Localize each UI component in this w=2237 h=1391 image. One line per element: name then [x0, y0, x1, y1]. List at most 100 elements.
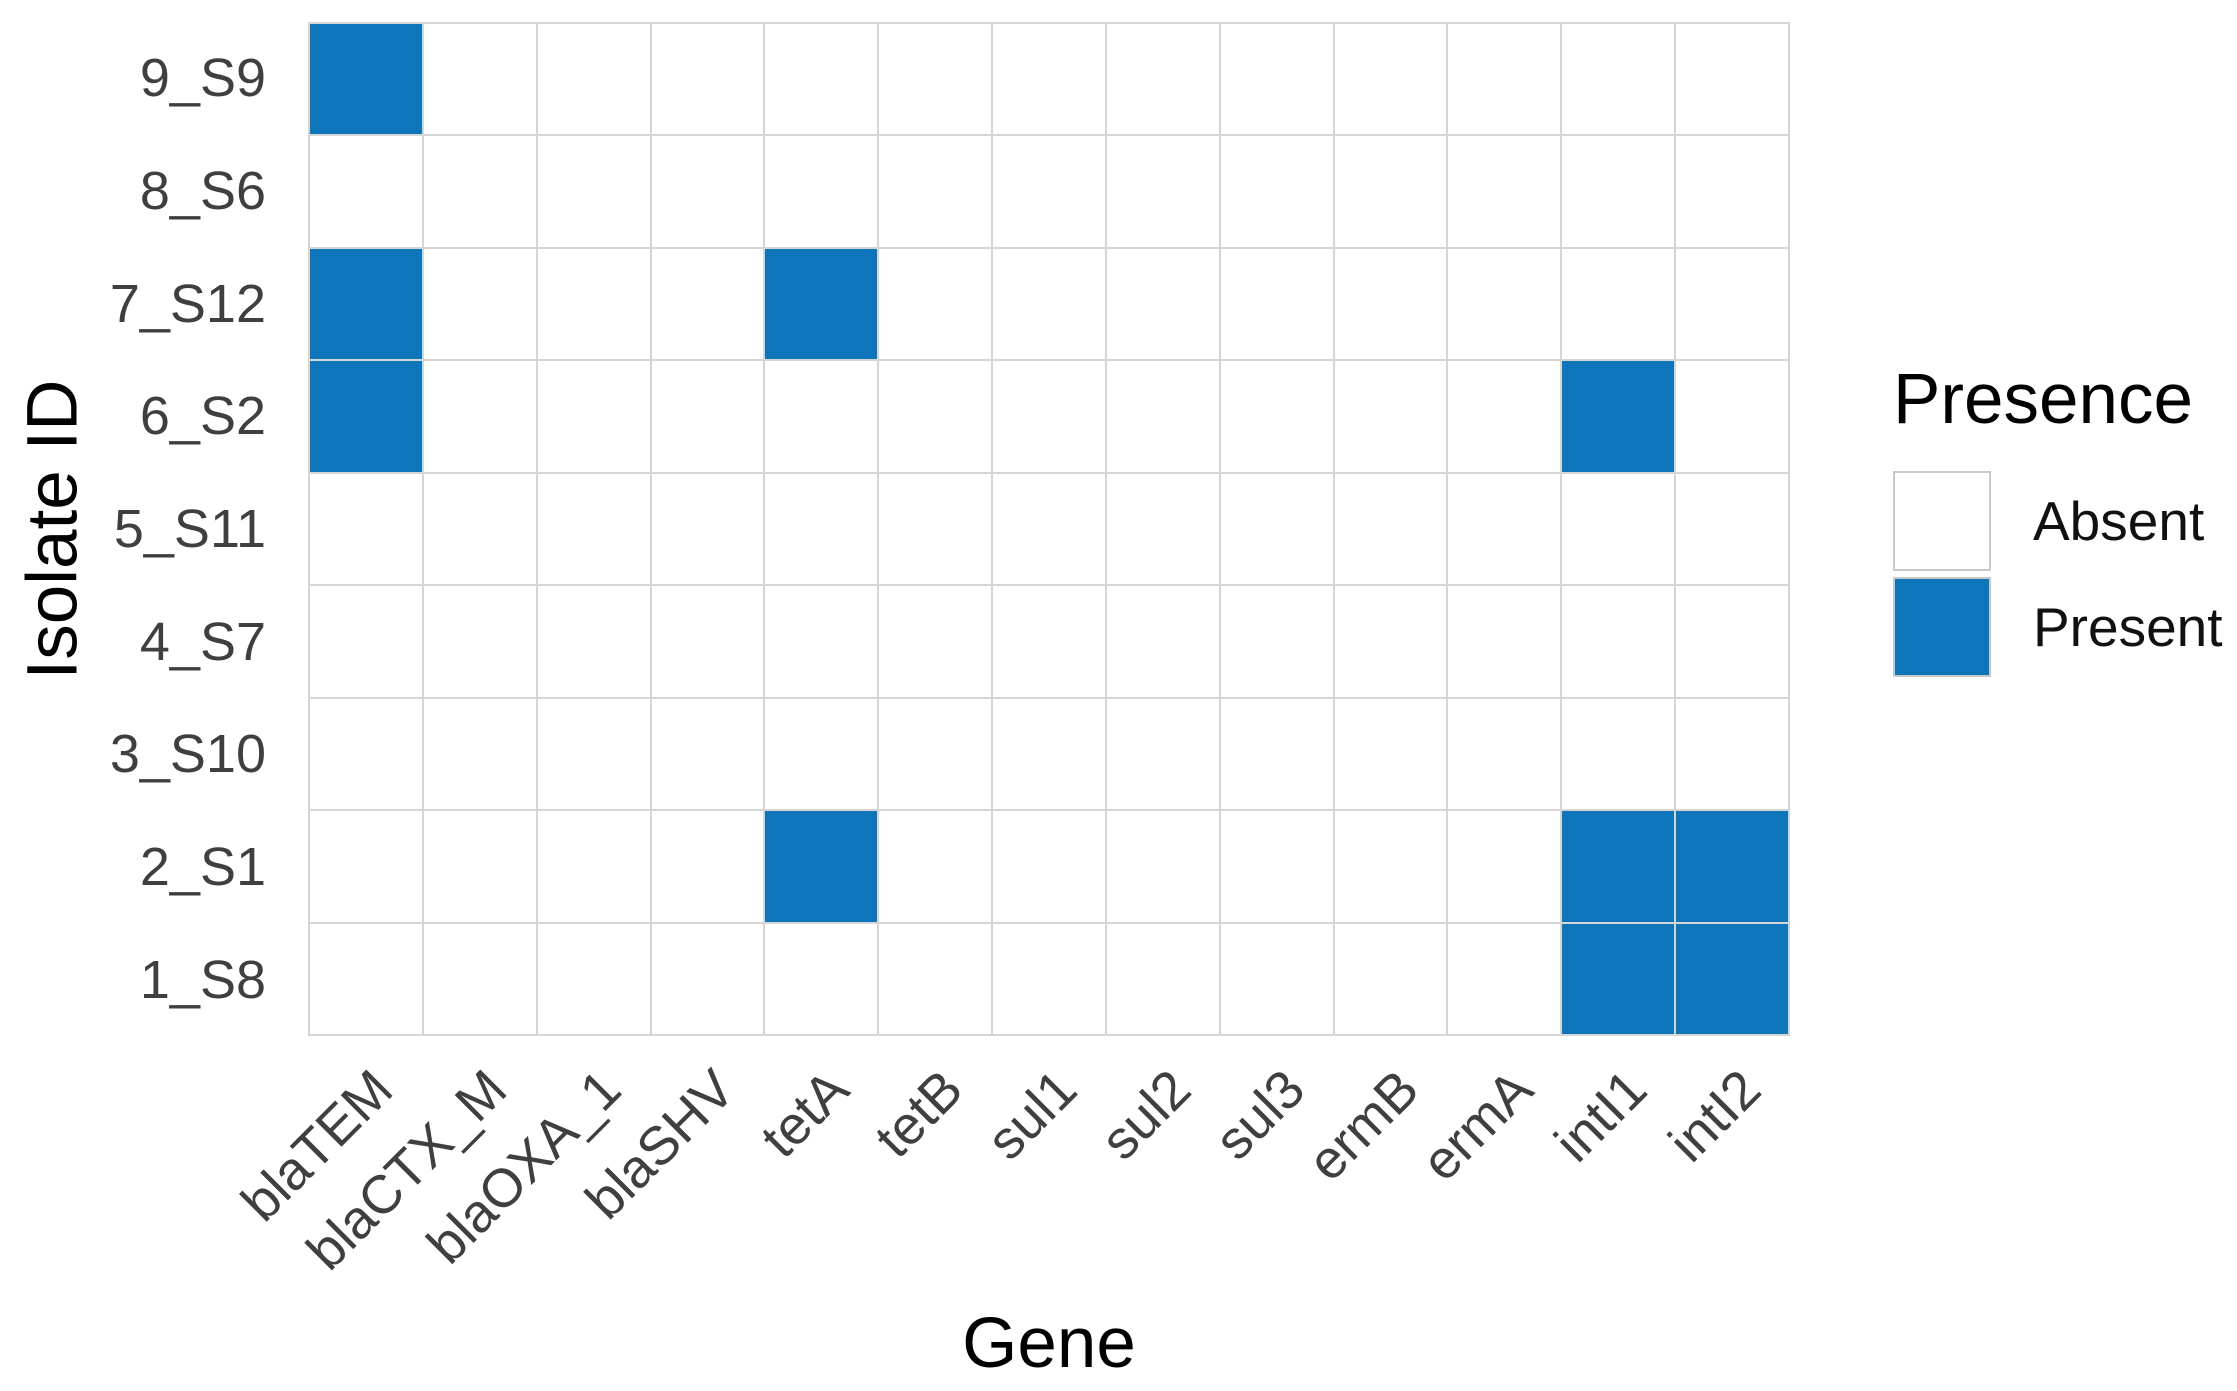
x-tick-label-intI2: intI2	[1657, 1058, 1773, 1174]
heatmap-cell-8_S6-blaCTX_M	[423, 136, 536, 247]
heatmap-cell-4_S7-tetA	[765, 586, 878, 697]
heatmap-cell-8_S6-tetB	[879, 136, 992, 247]
heatmap-cell-3_S10-tetA	[765, 698, 878, 810]
heatmap-cell-5_S11-blaTEM	[310, 473, 422, 585]
heatmap-cell-8_S6-sul1	[993, 136, 1105, 247]
heatmap-cell-3_S10-sul1	[993, 698, 1105, 810]
x-tick-label-tetA: tetA	[749, 1058, 861, 1170]
heatmap-cell-3_S10-sul2	[1106, 698, 1219, 810]
heatmap-cell-3_S10-sul3	[1220, 698, 1333, 810]
heatmap-cell-6_S2-sul3	[1220, 361, 1333, 472]
heatmap-cell-8_S6-ermB	[1334, 136, 1447, 247]
x-tick-label-tetB: tetB	[863, 1058, 975, 1170]
heatmap-cell-5_S11-sul3	[1220, 473, 1333, 585]
heatmap-cell-7_S12-blaOXA_1	[537, 248, 650, 360]
heatmap-cell-8_S6-intI2	[1676, 136, 1788, 247]
y-axis-title-box: Isolate ID	[6, 22, 100, 1036]
heatmap-cell-2_S1-blaOXA_1	[537, 811, 650, 922]
heatmap-cell-4_S7-blaSHV	[651, 586, 764, 697]
heatmap-cell-7_S12-ermB	[1334, 248, 1447, 360]
heatmap-cell-9_S9-tetB	[879, 24, 992, 135]
heatmap-cell-8_S6-intI1	[1562, 136, 1675, 247]
heatmap-cell-1_S8-blaCTX_M	[423, 923, 536, 1034]
heatmap-cell-5_S11-ermB	[1334, 473, 1447, 585]
heatmap-cell-7_S12-sul2	[1106, 248, 1219, 360]
heatmap-cell-6_S2-intI1	[1562, 361, 1675, 472]
heatmap-cell-8_S6-ermA	[1448, 136, 1561, 247]
heatmap-cell-2_S1-sul3	[1220, 811, 1333, 922]
heatmap-cell-2_S1-sul1	[993, 811, 1105, 922]
heatmap-cell-1_S8-blaSHV	[651, 923, 764, 1034]
heatmap-cell-6_S2-sul1	[993, 361, 1105, 472]
heatmap-cell-3_S10-blaSHV	[651, 698, 764, 810]
heatmap-cell-3_S10-intI1	[1562, 698, 1675, 810]
heatmap-cell-5_S11-intI1	[1562, 473, 1675, 585]
x-axis-title: Gene	[962, 1304, 1136, 1383]
y-tick-label-8_S6: 8_S6	[139, 161, 266, 221]
x-tick-label-intI1: intI1	[1543, 1058, 1659, 1174]
heatmap-cell-7_S12-blaSHV	[651, 248, 764, 360]
y-tick-label-4_S7: 4_S7	[139, 611, 266, 672]
heatmap-cell-6_S2-blaTEM	[310, 361, 422, 472]
heatmap-cell-7_S12-blaCTX_M	[423, 248, 536, 360]
heatmap-cell-2_S1-tetB	[879, 811, 992, 922]
heatmap-cell-4_S7-blaOXA_1	[537, 586, 650, 697]
heatmap-cell-1_S8-intI1	[1562, 923, 1675, 1034]
legend-swatch-present	[1893, 577, 1991, 677]
heatmap-cell-9_S9-intI2	[1676, 24, 1788, 135]
heatmap-cell-9_S9-blaSHV	[651, 24, 764, 135]
heatmap-cell-5_S11-tetB	[879, 473, 992, 585]
heatmap-cell-1_S8-sul1	[993, 923, 1105, 1034]
heatmap-cell-1_S8-blaOXA_1	[537, 923, 650, 1034]
heatmap-cell-2_S1-blaCTX_M	[423, 811, 536, 922]
heatmap-cell-7_S12-sul3	[1220, 248, 1333, 360]
heatmap-cell-5_S11-blaOXA_1	[537, 473, 650, 585]
heatmap-cell-8_S6-blaTEM	[310, 136, 422, 247]
heatmap-cell-4_S7-blaCTX_M	[423, 586, 536, 697]
heatmap-cell-9_S9-ermB	[1334, 24, 1447, 135]
heatmap-cell-7_S12-tetB	[879, 248, 992, 360]
heatmap-cell-9_S9-intI1	[1562, 24, 1675, 135]
heatmap-cell-3_S10-tetB	[879, 698, 992, 810]
heatmap-cell-5_S11-blaCTX_M	[423, 473, 536, 585]
heatmap-cell-4_S7-intI2	[1676, 586, 1788, 697]
heatmap-cell-2_S1-ermB	[1334, 811, 1447, 922]
y-tick-label-6_S2: 6_S2	[139, 386, 266, 447]
heatmap-cell-3_S10-blaTEM	[310, 698, 422, 810]
x-tick-label-ermA: ermA	[1410, 1058, 1545, 1193]
heatmap-cell-3_S10-blaCTX_M	[423, 698, 536, 810]
heatmap-cell-3_S10-blaOXA_1	[537, 698, 650, 810]
x-tick-label-sul1: sul1	[975, 1058, 1089, 1172]
legend: Presence Absent Present	[1893, 364, 2223, 677]
legend-label-absent: Absent	[2033, 490, 2205, 552]
heatmap-cell-6_S2-tetA	[765, 361, 878, 472]
heatmap-cell-1_S8-tetB	[879, 923, 992, 1034]
y-tick-label-1_S8: 1_S8	[139, 949, 266, 1010]
x-tick-label-sul2: sul2	[1089, 1058, 1203, 1172]
x-tick-label-ermB: ermB	[1296, 1058, 1431, 1193]
heatmap-cell-2_S1-intI2	[1676, 811, 1788, 922]
heatmap-cell-1_S8-ermB	[1334, 923, 1447, 1034]
y-axis-title: Isolate ID	[13, 379, 93, 679]
heatmap-cell-3_S10-ermB	[1334, 698, 1447, 810]
heatmap-cell-5_S11-sul2	[1106, 473, 1219, 585]
heatmap-cell-9_S9-sul1	[993, 24, 1105, 135]
heatmap-cell-2_S1-intI1	[1562, 811, 1675, 922]
heatmap-cell-8_S6-blaSHV	[651, 136, 764, 247]
heatmap-cell-7_S12-tetA	[765, 248, 878, 360]
heatmap-cell-6_S2-blaOXA_1	[537, 361, 650, 472]
legend-swatch-absent	[1893, 471, 1991, 571]
heatmap-cell-4_S7-sul1	[993, 586, 1105, 697]
heatmap-cell-7_S12-ermA	[1448, 248, 1561, 360]
heatmap-cell-4_S7-intI1	[1562, 586, 1675, 697]
legend-keys: Absent Present	[1893, 471, 2223, 677]
heatmap-cell-7_S12-intI1	[1562, 248, 1675, 360]
heatmap-cell-1_S8-sul2	[1106, 923, 1219, 1034]
heatmap-cell-3_S10-intI2	[1676, 698, 1788, 810]
heatmap-cell-5_S11-tetA	[765, 473, 878, 585]
heatmap-cell-6_S2-blaCTX_M	[423, 361, 536, 472]
heatmap-cell-2_S1-tetA	[765, 811, 878, 922]
heatmap-cell-1_S8-tetA	[765, 923, 878, 1034]
heatmap-cell-1_S8-ermA	[1448, 923, 1561, 1034]
